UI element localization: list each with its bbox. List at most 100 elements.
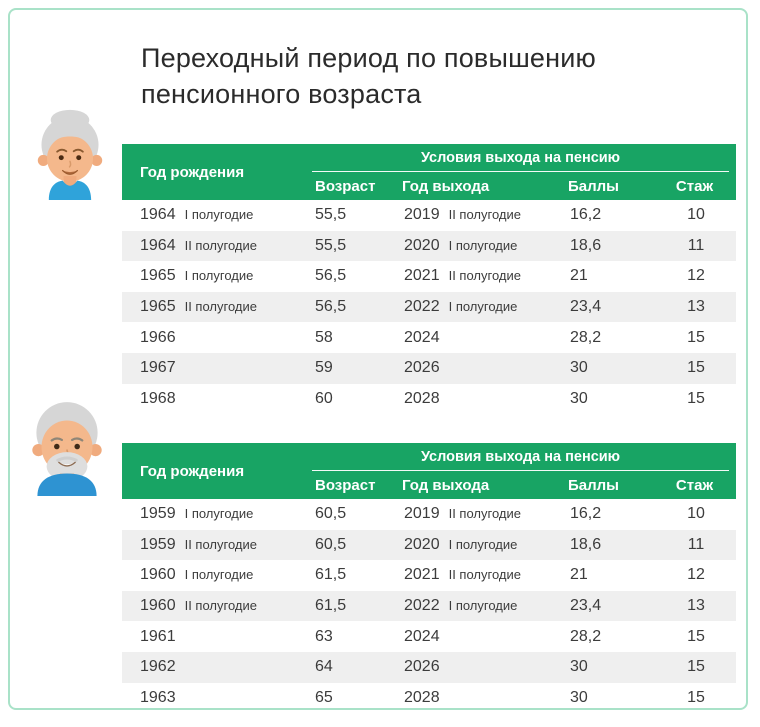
cell-birth-year: 1961 [140, 627, 176, 645]
header-conditions: Условия выхода на пенсию [312, 144, 729, 172]
cell-points: 30 [570, 389, 588, 407]
cell-birth-year: 1959 II полугодие [140, 535, 257, 553]
cell-age: 61,5 [315, 597, 347, 615]
header-age: Возраст [315, 177, 376, 195]
table-row: 1965 I полугодие 56,5 2021 II полугодие 21 12 [122, 261, 736, 292]
cell-points: 30 [570, 359, 588, 377]
cell-exit-year: 2022 I полугодие [404, 298, 518, 316]
header-exit-year: Год выхода [402, 177, 490, 195]
cell-exit-year: 2020 I полугодие [404, 236, 518, 254]
table-body: 1964 I полугодие 55,5 2019 II полугодие 16,2 1… [122, 200, 736, 414]
header-experience: Стаж [675, 476, 714, 494]
header-points: Баллы [568, 177, 619, 195]
cell-experience: 15 [687, 328, 705, 346]
cell-experience: 15 [687, 627, 705, 645]
cell-points: 16,2 [570, 505, 602, 523]
table-header: Год рождения Условия выхода на пенсию Во… [122, 443, 736, 499]
cell-birth-year: 1963 [140, 688, 176, 706]
table-header: Год рождения Условия выхода на пенсию Во… [122, 144, 736, 200]
table-row: 1966 58 2024 28,2 15 [122, 322, 736, 353]
cell-birth-year: 1964 I полугодие [140, 206, 254, 224]
cell-birth-year: 1960 II полугодие [140, 597, 257, 615]
cell-exit-year: 2022 I полугодие [404, 597, 518, 615]
cell-birth-year: 1965 I полугодие [140, 267, 254, 285]
cell-points: 21 [570, 267, 588, 285]
cell-age: 60,5 [315, 535, 347, 553]
cell-age: 60,5 [315, 505, 347, 523]
cell-age: 58 [315, 328, 333, 346]
cell-birth-year: 1968 [140, 389, 176, 407]
cell-points: 28,2 [570, 328, 602, 346]
cell-points: 16,2 [570, 206, 602, 224]
table-row: 1959 I полугодие 60,5 2019 II полугодие 16,2 1… [122, 499, 736, 530]
pension-table-men: Год рождения Условия выхода на пенсию Во… [122, 443, 736, 713]
header-conditions-group: Условия выхода на пенсию Возраст Год вых… [310, 144, 736, 200]
cell-experience: 10 [687, 206, 705, 224]
cell-age: 63 [315, 627, 333, 645]
cell-age: 64 [315, 658, 333, 676]
header-experience: Стаж [675, 177, 714, 195]
cell-birth-year: 1962 [140, 658, 176, 676]
header-birth-year: Год рождения [140, 163, 245, 181]
cell-points: 18,6 [570, 535, 602, 553]
table-row: 1961 63 2024 28,2 15 [122, 621, 736, 652]
elderly-man-icon [32, 402, 102, 496]
elderly-woman-icon [37, 109, 103, 200]
cell-points: 30 [570, 658, 588, 676]
cell-age: 60 [315, 389, 333, 407]
cell-experience: 13 [687, 597, 705, 615]
cell-birth-year: 1966 [140, 328, 176, 346]
cell-age: 56,5 [315, 267, 347, 285]
slide-border-frame [8, 8, 748, 710]
title-line-2: пенсионного возраста [141, 79, 422, 109]
title-line-1: Переходный период по повышению [141, 43, 596, 73]
cell-age: 55,5 [315, 236, 347, 254]
table-row: 1960 I полугодие 61,5 2021 II полугодие 21 12 [122, 560, 736, 591]
header-conditions: Условия выхода на пенсию [312, 443, 729, 471]
cell-exit-year: 2028 [404, 389, 440, 407]
cell-experience: 15 [687, 658, 705, 676]
cell-age: 55,5 [315, 206, 347, 224]
cell-exit-year: 2019 II полугодие [404, 505, 521, 523]
table-row: 1959 II полугодие 60,5 2020 I полугодие 18,6 1… [122, 529, 736, 561]
cell-experience: 10 [687, 505, 705, 523]
header-subrow: Возраст Год выхода Баллы Стаж [310, 172, 736, 200]
elderly-woman-avatar [24, 108, 116, 200]
cell-age: 65 [315, 688, 333, 706]
cell-points: 21 [570, 566, 588, 584]
table-row: 1964 II полугодие 55,5 2020 I полугодие 18,6 1… [122, 230, 736, 262]
table-row: 1968 60 2028 30 15 [122, 384, 736, 415]
cell-experience: 13 [687, 298, 705, 316]
cell-exit-year: 2024 [404, 627, 440, 645]
cell-birth-year: 1967 [140, 359, 176, 377]
cell-experience: 11 [687, 535, 705, 553]
cell-exit-year: 2021 II полугодие [404, 267, 521, 285]
table-row: 1965 II полугодие 56,5 2022 I полугодие 23,4 1… [122, 291, 736, 323]
header-birth-year: Год рождения [140, 462, 245, 480]
cell-exit-year: 2026 [404, 359, 440, 377]
cell-points: 23,4 [570, 298, 602, 316]
cell-birth-year: 1960 I полугодие [140, 566, 254, 584]
cell-points: 23,4 [570, 597, 602, 615]
cell-exit-year: 2020 I полугодие [404, 535, 518, 553]
cell-experience: 12 [687, 566, 705, 584]
table-row: 1962 64 2026 30 15 [122, 651, 736, 683]
table-body: 1959 I полугодие 60,5 2019 II полугодие 16,2 1… [122, 499, 736, 713]
cell-experience: 15 [687, 688, 705, 706]
cell-experience: 15 [687, 359, 705, 377]
header-age: Возраст [315, 476, 376, 494]
cell-exit-year: 2021 II полугодие [404, 566, 521, 584]
cell-birth-year: 1964 II полугодие [140, 236, 257, 254]
cell-experience: 12 [687, 267, 705, 285]
header-exit-year: Год выхода [402, 476, 490, 494]
table-row: 1967 59 2026 30 15 [122, 352, 736, 384]
elderly-man-avatar [16, 394, 118, 496]
header-conditions-group: Условия выхода на пенсию Возраст Год вых… [310, 443, 736, 499]
cell-experience: 11 [687, 236, 705, 254]
header-points: Баллы [568, 476, 619, 494]
header-subrow: Возраст Год выхода Баллы Стаж [310, 471, 736, 499]
pension-table-women: Год рождения Условия выхода на пенсию Во… [122, 144, 736, 414]
cell-exit-year: 2028 [404, 688, 440, 706]
table-row: 1960 II полугодие 61,5 2022 I полугодие 23,4 1… [122, 590, 736, 622]
cell-exit-year: 2019 II полугодие [404, 206, 521, 224]
